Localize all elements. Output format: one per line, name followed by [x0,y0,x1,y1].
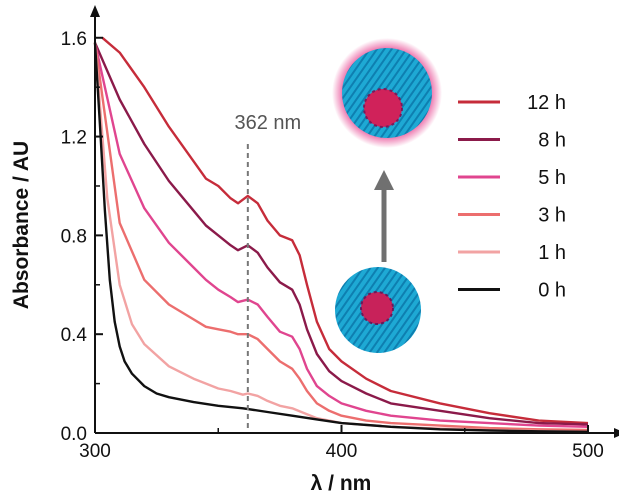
legend-label-1h: 1 h [538,242,566,264]
legend: 12 h 8 h 5 h 3 h 1 h 0 h [458,92,566,302]
y-axis-arrow [90,5,100,17]
micelle-initial-icon [335,267,421,353]
transition-arrow [374,170,394,262]
x-tick-label: 300 [79,441,111,462]
x-axis-title: λ / nm [311,472,372,495]
annotation-362nm-label: 362 nm [234,112,301,134]
y-tick-label: 1.2 [61,128,87,149]
series-line-8h [93,42,589,426]
legend-label-3h: 3 h [538,205,566,227]
y-tick-label: 0.0 [61,424,87,445]
legend-label-8h: 8 h [538,130,566,152]
axes: 300 400 500 0.0 0.4 0.8 1.2 1.6 [61,5,619,462]
x-tick-label: 500 [572,441,604,462]
series-line-3h [93,42,589,432]
legend-label-0h: 0 h [538,280,566,302]
x-axis-arrow [614,428,619,438]
series-line-0h [93,42,589,433]
x-tick-label: 400 [326,441,358,462]
y-tick-label: 1.6 [61,29,87,50]
series-line-5h [93,42,589,428]
micelle-loaded-icon [332,38,442,148]
legend-label-12h: 12 h [527,92,566,114]
series-layer [93,36,589,433]
y-tick-label: 0.8 [61,226,87,247]
y-tick-label: 0.4 [61,325,88,346]
series-line-12h [101,36,589,425]
y-axis-title: Absorbance / AU [10,141,33,309]
legend-label-5h: 5 h [538,167,566,189]
